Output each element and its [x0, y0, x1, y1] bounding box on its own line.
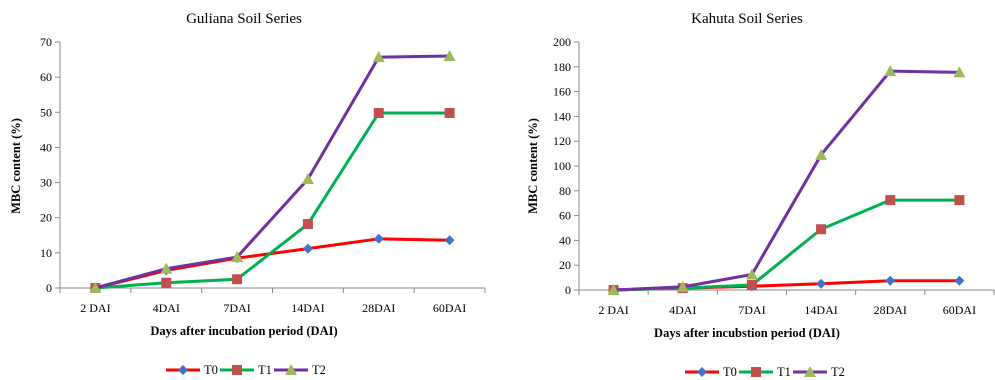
data-point: [444, 107, 455, 118]
y-axis-label: MBC content (%): [9, 118, 23, 214]
data-point: [745, 268, 758, 280]
legend-item-t1: T1: [220, 363, 272, 377]
legend: T0 T1 T2: [685, 365, 845, 379]
legend-label: T0: [723, 365, 737, 379]
data-point: [232, 274, 243, 285]
y-tick-label: 180: [553, 60, 571, 74]
y-tick-label: 80: [559, 184, 571, 198]
legend-item-t2: T2: [274, 363, 326, 377]
x-tick-label: 60DAI: [433, 301, 466, 315]
series-line: [95, 111, 450, 290]
series-line: [613, 69, 960, 292]
legend-item-t0: T0: [685, 365, 737, 379]
data-point: [816, 278, 827, 289]
legend: T0 T1 T2: [166, 363, 326, 377]
series-t1: [90, 107, 455, 293]
series-t2: [89, 50, 456, 293]
x-axis-label: Days after incubstion period (DAI): [654, 326, 840, 340]
y-tick-label: 100: [553, 159, 571, 173]
y-tick-label: 40: [559, 233, 571, 247]
series-t2: [607, 65, 966, 295]
y-tick-label: 140: [553, 109, 571, 123]
x-tick-label: 4DAI: [669, 303, 696, 317]
y-tick-label: 60: [40, 70, 52, 84]
data-point: [443, 50, 456, 62]
legend-label: T2: [831, 365, 845, 379]
data-point: [815, 148, 828, 160]
series-line: [95, 54, 450, 290]
y-tick-label: 200: [553, 35, 571, 49]
legend-marker: [697, 367, 707, 377]
data-point: [676, 280, 689, 292]
legend-item-t2: T2: [793, 365, 845, 379]
kahuta-chart: Kahuta Soil Series 0 20 40 60 80 100 120 140 160…: [526, 11, 995, 379]
y-tick-label: 60: [559, 209, 571, 223]
legend-marker: [804, 366, 816, 377]
legend-item-t1: T1: [739, 365, 791, 379]
data-point: [884, 65, 897, 77]
x-tick-label: 2 DAI: [598, 303, 628, 317]
y-tick-label: 160: [553, 85, 571, 99]
data-point: [373, 233, 384, 244]
y-tick-label: 70: [40, 35, 52, 49]
x-tick-label: 60DAI: [943, 303, 976, 317]
legend-label: T2: [312, 363, 326, 377]
data-point: [302, 219, 313, 230]
data-point: [160, 262, 173, 274]
y-tick-label: 50: [40, 105, 52, 119]
y-tick-label: 20: [559, 258, 571, 272]
chart-title: Kahuta Soil Series: [691, 11, 803, 27]
data-point: [301, 173, 314, 185]
data-point: [885, 195, 896, 206]
data-point: [954, 195, 965, 206]
x-tick-label: 7DAI: [738, 303, 765, 317]
data-point: [746, 280, 757, 291]
data-point: [444, 235, 455, 246]
y-tick-label: 0: [565, 283, 571, 297]
legend-marker: [751, 367, 761, 377]
data-point: [885, 275, 896, 286]
legend-marker: [232, 365, 242, 375]
x-axis-label: Days after incubation period (DAI): [150, 324, 337, 338]
legend-marker: [178, 365, 188, 375]
x-tick-label: 28DAI: [362, 301, 395, 315]
legend-item-t0: T0: [166, 363, 218, 377]
y-tick-label: 120: [553, 134, 571, 148]
plot-area: 0 10 20 30 40 50 60 70 2 DAI 4DAI 7DAI 14DAI 28DAI 60…: [40, 35, 486, 315]
y-tick-label: 20: [40, 211, 52, 225]
legend-label: T1: [777, 365, 791, 379]
plot-area: 0 20 40 60 80 100 120 140 160 180 200 2 DAI 4DAI 7DAI…: [553, 35, 995, 317]
data-point: [161, 277, 172, 288]
x-tick-label: 2 DAI: [80, 301, 110, 315]
x-tick-label: 7DAI: [223, 301, 250, 315]
data-point: [816, 224, 827, 235]
data-point: [954, 275, 965, 286]
legend-label: T1: [258, 363, 272, 377]
series-line: [95, 237, 450, 290]
x-tick-label: 28DAI: [874, 303, 907, 317]
x-tick-label: 4DAI: [153, 301, 180, 315]
y-tick-label: 0: [46, 281, 52, 295]
y-tick-label: 40: [40, 140, 52, 154]
data-point: [953, 66, 966, 78]
data-point: [302, 243, 313, 254]
data-point: [607, 284, 620, 295]
y-tick-label: 30: [40, 176, 52, 190]
x-tick-label: 14DAI: [804, 303, 837, 317]
data-point: [372, 51, 385, 63]
guliana-chart: Guliana Soil Series 0 10 20 30 40 50 60 70 2 DAI…: [9, 11, 486, 377]
y-tick-label: 10: [40, 246, 52, 260]
legend-label: T0: [204, 363, 218, 377]
legend-marker: [285, 364, 297, 375]
y-axis-label: MBC content (%): [526, 118, 540, 214]
x-tick-label: 14DAI: [291, 301, 324, 315]
chart-title: Guliana Soil Series: [186, 11, 302, 27]
data-point: [373, 107, 384, 118]
data-point: [89, 282, 102, 293]
data-point: [231, 251, 244, 263]
